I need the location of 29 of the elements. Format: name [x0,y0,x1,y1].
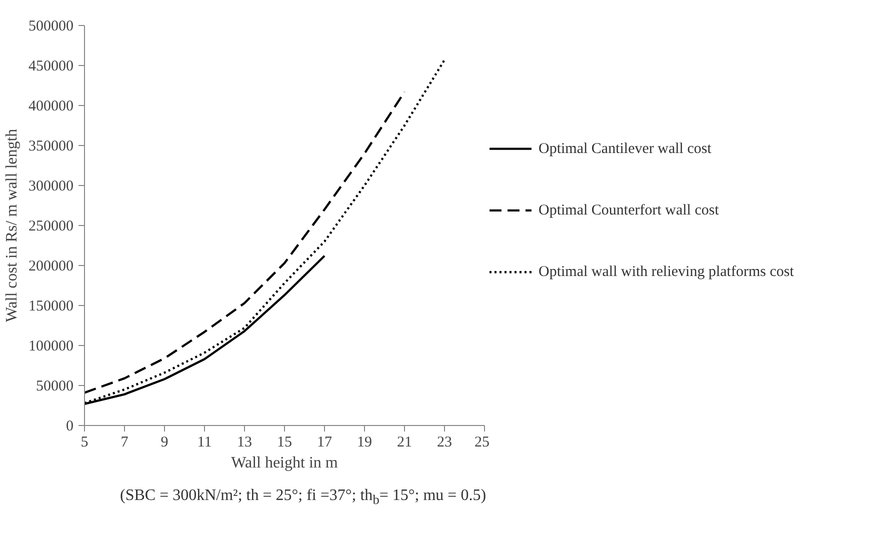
y-tick-label: 150000 [28,298,74,314]
x-tick-label: 9 [160,434,168,450]
y-tick-label: 100000 [28,338,74,354]
y-tick-label: 350000 [28,138,74,154]
line-series [84,90,406,394]
text: (SBC = 300kN/m²; th = 25°; fi =37°; th$_{b}$= 15°; mu = 0.5) [120,486,486,510]
y-tick-label: 450000 [28,58,74,74]
legend-label: Optimal wall with relieving platforms cost [538,264,795,280]
y-tick-label: 0 [66,418,74,434]
x-tick-label: 17 [317,434,332,450]
legend-label: Optimal Counterfort wall cost [538,202,720,218]
x-tick-label: 11 [197,434,212,450]
y-tick-label: 250000 [28,218,74,234]
y-tick-label: 300000 [28,178,74,194]
x-tick-label: 19 [357,434,372,450]
legend-label: Optimal Cantilever wall cost [538,140,712,157]
x-tick-label: 5 [80,434,88,450]
x-axis-title: Wall height in m [231,454,338,472]
y-axis-title: Wall cost in Rs/ m wall length [4,128,20,322]
x-tick-label: 25 [474,434,490,450]
y-tick-label: 500000 [28,18,74,34]
x-tick-label: 7 [120,434,129,450]
x-tick-label: 13 [237,434,252,450]
y-tick-label: 200000 [28,258,74,274]
y-tick-label: 400000 [28,98,74,114]
x-tick-label: 21 [397,434,412,450]
x-tick-label: 15 [277,434,292,450]
x-tick-label: 23 [437,434,452,450]
y-tick-label: 50000 [36,378,74,394]
